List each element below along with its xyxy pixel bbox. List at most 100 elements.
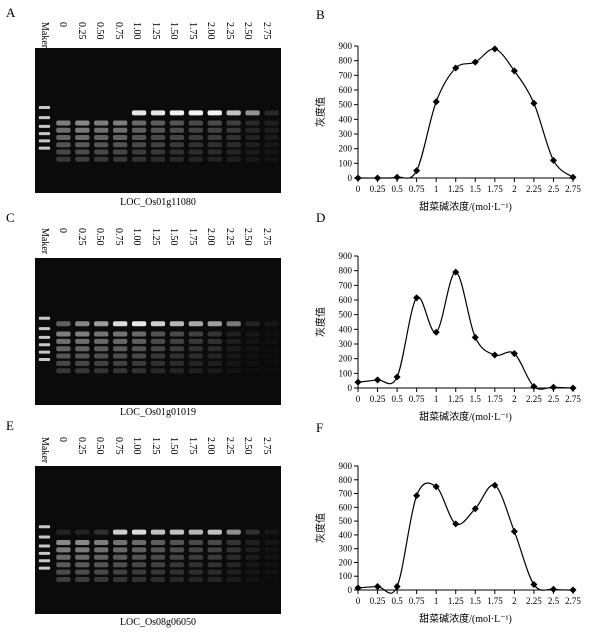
x-tick-label: 0 (356, 394, 361, 404)
y-tick-label: 400 (339, 324, 353, 334)
smear-band (245, 577, 260, 582)
x-axis-label: 甜菜碱浓度/(mol·L⁻¹) (419, 410, 512, 423)
smear-band (169, 353, 185, 359)
smear-band (131, 331, 147, 337)
smear-band (188, 156, 204, 162)
y-tick-label: 0 (348, 173, 353, 183)
x-tick-label: 2.5 (548, 394, 560, 404)
smear-band (131, 338, 147, 344)
y-tick-label: 800 (339, 266, 353, 276)
smear-band (150, 360, 166, 366)
x-tick-label: 2.25 (526, 596, 542, 606)
smear-band (94, 554, 109, 560)
smear-band (207, 554, 222, 560)
smear-band (75, 142, 90, 148)
smear-band (245, 149, 260, 155)
smear-band (131, 577, 147, 582)
smear-band (264, 368, 278, 373)
gel-band (56, 321, 71, 327)
smear-band (56, 331, 71, 337)
y-tick-label: 600 (339, 85, 353, 95)
data-point (549, 383, 557, 391)
data-point (432, 328, 440, 336)
gel-band (207, 110, 222, 116)
smear-band (188, 368, 204, 374)
smear-band (94, 562, 109, 568)
smear-band (56, 156, 71, 162)
smear-band (226, 554, 241, 560)
smear-band (112, 338, 128, 344)
y-tick-label: 0 (348, 585, 353, 595)
smear-band (56, 569, 71, 575)
smear-band (226, 577, 241, 582)
x-tick-label: 2.75 (565, 596, 581, 606)
smear-band (131, 353, 147, 359)
data-point (569, 586, 577, 594)
gel-band (245, 529, 260, 535)
smear-band (131, 562, 147, 568)
lane-label: 2.50 (242, 228, 254, 246)
marker-band (38, 146, 51, 150)
smear-band (245, 547, 260, 553)
y-tick-label: 800 (339, 475, 353, 485)
smear-band (188, 540, 204, 545)
lane-label: 1.75 (186, 228, 198, 246)
y-tick-label: 700 (339, 489, 353, 499)
smear-band (112, 346, 128, 352)
lane-label: 1.75 (186, 437, 198, 455)
marker-band (38, 106, 51, 109)
smear-band (226, 346, 241, 352)
smear-band (94, 540, 109, 545)
smear-band (75, 156, 90, 162)
chart-b: 0 100 200 300 400 500 600 700 800 900 0 0.25 0.5 0.75… (314, 41, 581, 213)
lane-label: 2.25 (223, 228, 235, 246)
smear-band (207, 135, 222, 140)
x-tick-label: 1 (434, 184, 439, 194)
smear-band (226, 142, 241, 148)
smear-band (226, 149, 241, 155)
lane-label: 0.75 (112, 228, 124, 246)
smear-band (245, 135, 260, 140)
lane-label: 1.50 (168, 22, 180, 40)
smear-band (226, 353, 241, 359)
smear-band (150, 346, 166, 352)
y-tick-label: 400 (339, 114, 353, 124)
y-tick-label: 200 (339, 354, 353, 364)
smear-band (75, 562, 90, 568)
gel-band (75, 110, 89, 115)
smear-band (264, 149, 279, 155)
data-point (549, 156, 557, 164)
smear-band (169, 547, 185, 553)
x-tick-label: 1.75 (487, 394, 503, 404)
smear-band (94, 120, 109, 126)
lane-label: 2.50 (242, 437, 254, 455)
smear-band (94, 142, 109, 148)
smear-band (264, 142, 279, 148)
lane-label: 1.00 (131, 437, 143, 455)
lane-label: 0 (57, 228, 69, 233)
smear-band (264, 332, 278, 337)
y-axis-label: 灰度值 (314, 97, 327, 127)
x-tick-label: 1.75 (487, 184, 503, 194)
lane-label: 0.75 (112, 437, 124, 455)
panel-letter-e: E (6, 418, 14, 433)
marker-band (38, 350, 51, 354)
smear-band (188, 338, 204, 344)
smear-band (112, 540, 128, 545)
gel-band (131, 529, 147, 535)
gel-band (112, 529, 128, 535)
x-tick-label: 2.75 (565, 394, 581, 404)
lane-label: 1.25 (149, 22, 161, 40)
smear-band (245, 368, 259, 373)
smear-band (226, 360, 241, 366)
smear-band (112, 142, 128, 148)
smear-band (150, 577, 166, 582)
smear-band (112, 331, 128, 337)
x-tick-label: 1 (434, 394, 439, 404)
panel-letter-b: B (316, 7, 325, 22)
smear-band (56, 562, 71, 568)
data-point (393, 173, 401, 181)
smear-band (207, 547, 222, 553)
smear-band (188, 127, 204, 133)
lane-label: 1.50 (168, 228, 180, 246)
